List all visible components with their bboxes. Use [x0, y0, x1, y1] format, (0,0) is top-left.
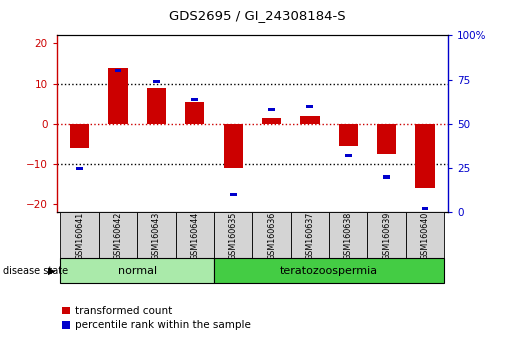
Bar	[60, 212, 99, 258]
Bar	[252, 212, 291, 258]
Text: ▶: ▶	[48, 266, 56, 276]
Bar	[383, 175, 390, 179]
Text: GSM160644: GSM160644	[190, 211, 199, 259]
Bar	[291, 212, 329, 258]
Bar	[70, 124, 89, 148]
Bar	[115, 69, 122, 73]
Bar	[99, 212, 137, 258]
Bar	[137, 212, 176, 258]
Bar	[230, 193, 236, 196]
Bar	[224, 124, 243, 168]
Text: GSM160635: GSM160635	[229, 211, 237, 259]
Text: GSM160637: GSM160637	[305, 211, 315, 259]
Bar	[147, 88, 166, 124]
Bar	[368, 212, 406, 258]
Text: GSM160640: GSM160640	[421, 211, 430, 259]
Text: GSM160636: GSM160636	[267, 211, 276, 259]
Bar	[339, 124, 358, 146]
Bar	[406, 212, 444, 258]
Text: teratozoospermia: teratozoospermia	[280, 266, 378, 276]
Bar	[262, 118, 281, 124]
Legend: transformed count, percentile rank within the sample: transformed count, percentile rank withi…	[62, 306, 251, 330]
Bar	[76, 166, 83, 170]
Bar	[422, 207, 428, 211]
Bar	[60, 258, 214, 283]
Bar	[153, 80, 160, 83]
Text: GSM160638: GSM160638	[344, 211, 353, 259]
Text: GDS2695 / GI_24308184-S: GDS2695 / GI_24308184-S	[169, 9, 346, 22]
Text: GSM160643: GSM160643	[152, 211, 161, 259]
Bar	[185, 102, 204, 124]
Bar	[268, 108, 275, 112]
Bar	[176, 212, 214, 258]
Bar	[416, 124, 435, 188]
Bar	[192, 97, 198, 101]
Text: GSM160639: GSM160639	[382, 211, 391, 259]
Text: GSM160642: GSM160642	[113, 211, 123, 259]
Text: disease state: disease state	[3, 266, 67, 276]
Bar	[214, 212, 252, 258]
Bar	[345, 154, 352, 158]
Text: normal: normal	[117, 266, 157, 276]
Bar	[109, 68, 128, 124]
Text: GSM160641: GSM160641	[75, 211, 84, 259]
Bar	[377, 124, 396, 154]
Bar	[329, 212, 368, 258]
Bar	[300, 116, 319, 124]
Bar	[306, 104, 313, 108]
Bar	[214, 258, 444, 283]
